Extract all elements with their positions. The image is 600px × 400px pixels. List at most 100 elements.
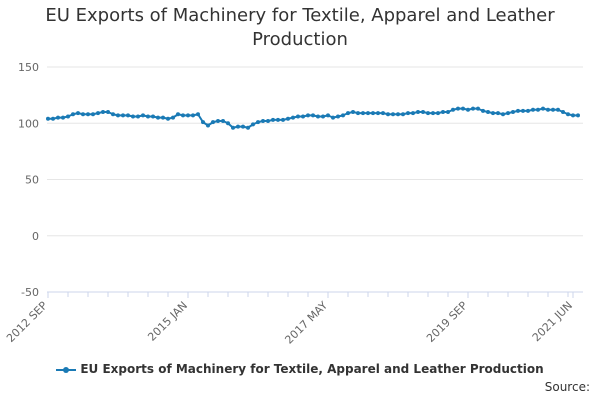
data-point — [46, 116, 50, 121]
y-axis: -50 0 50 100 150 — [18, 61, 39, 299]
data-point — [466, 107, 470, 112]
data-point — [151, 114, 155, 119]
data-point — [356, 111, 360, 116]
data-point — [76, 111, 80, 116]
data-point — [556, 107, 560, 112]
data-point — [156, 115, 160, 120]
data-point — [456, 106, 460, 111]
data-point — [311, 113, 315, 118]
data-point — [536, 107, 540, 112]
data-point — [56, 115, 60, 120]
data-point — [341, 113, 345, 118]
data-point — [236, 124, 240, 129]
data-point — [111, 112, 115, 117]
y-tick-label: 50 — [25, 174, 39, 187]
data-point — [176, 112, 180, 117]
data-point — [406, 111, 410, 116]
x-tick-label: 2017 MAY — [282, 299, 330, 347]
series-layer — [46, 106, 580, 130]
y-tick-label: -50 — [21, 286, 39, 299]
data-point — [526, 108, 530, 113]
data-point — [496, 111, 500, 116]
data-point — [476, 106, 480, 111]
data-point — [426, 111, 430, 116]
data-point — [71, 112, 75, 117]
data-point — [346, 111, 350, 116]
data-point — [211, 120, 215, 125]
data-point — [321, 114, 325, 119]
data-point — [161, 115, 165, 120]
data-point — [441, 110, 445, 114]
data-point — [401, 112, 405, 117]
data-point — [271, 117, 275, 122]
x-axis: 2012 SEP 2015 JAN 2017 MAY 2019 SEP 2021 JUN — [4, 291, 583, 347]
grid-lines — [47, 66, 583, 293]
data-point — [116, 113, 120, 118]
data-point — [96, 111, 100, 116]
x-tick-label: 2015 JAN — [145, 299, 190, 344]
data-point — [241, 124, 245, 129]
data-point — [221, 119, 225, 123]
data-point — [571, 113, 575, 118]
data-point — [541, 106, 545, 111]
data-point — [171, 115, 175, 120]
data-point — [551, 107, 555, 112]
data-point — [506, 111, 510, 116]
data-point — [121, 113, 125, 118]
data-point — [366, 111, 370, 116]
data-point — [181, 113, 185, 118]
data-point — [316, 114, 320, 119]
data-point — [291, 115, 295, 120]
data-point — [461, 106, 465, 111]
data-point — [286, 116, 290, 121]
data-point — [411, 111, 415, 116]
y-tick-label: 0 — [32, 230, 39, 243]
data-point — [301, 114, 305, 119]
data-point — [91, 112, 95, 117]
data-point — [511, 110, 515, 114]
data-point — [126, 113, 130, 118]
data-point — [331, 115, 335, 120]
data-point — [231, 125, 235, 130]
data-point — [326, 113, 330, 118]
data-point — [351, 110, 355, 114]
data-point — [61, 115, 65, 120]
data-point — [266, 119, 270, 123]
legend[interactable]: EU Exports of Machinery for Textile, App… — [0, 362, 600, 376]
data-point — [561, 110, 565, 114]
data-point — [451, 107, 455, 112]
x-tick-label: 2019 SEP — [424, 299, 470, 345]
legend-label[interactable]: EU Exports of Machinery for Textile, App… — [80, 362, 544, 376]
data-point — [86, 112, 90, 117]
data-point — [361, 111, 365, 116]
data-point — [191, 113, 195, 118]
data-point — [546, 107, 550, 112]
data-point — [141, 113, 145, 118]
data-point — [471, 106, 475, 111]
data-point — [276, 117, 280, 122]
data-point — [216, 119, 220, 123]
x-tick-label: 2021 JUN — [530, 299, 575, 344]
source-label: Source: — [544, 380, 590, 394]
data-point — [146, 114, 150, 119]
data-point — [101, 110, 105, 114]
data-point — [416, 110, 420, 114]
data-point — [376, 111, 380, 116]
y-tick-label: 150 — [18, 61, 39, 74]
data-point — [136, 114, 140, 119]
data-point — [576, 113, 580, 118]
data-point — [431, 111, 435, 116]
data-point — [51, 116, 55, 121]
data-point — [381, 111, 385, 116]
data-point — [521, 108, 525, 113]
data-point — [226, 121, 230, 126]
data-point — [296, 114, 300, 119]
data-point — [486, 110, 490, 114]
data-point — [501, 112, 505, 117]
data-point — [391, 112, 395, 117]
data-point — [186, 113, 190, 118]
chart-title: EU Exports of Machinery for Textile, App… — [45, 5, 555, 50]
data-point — [481, 108, 485, 113]
legend-marker-icon — [56, 365, 77, 375]
